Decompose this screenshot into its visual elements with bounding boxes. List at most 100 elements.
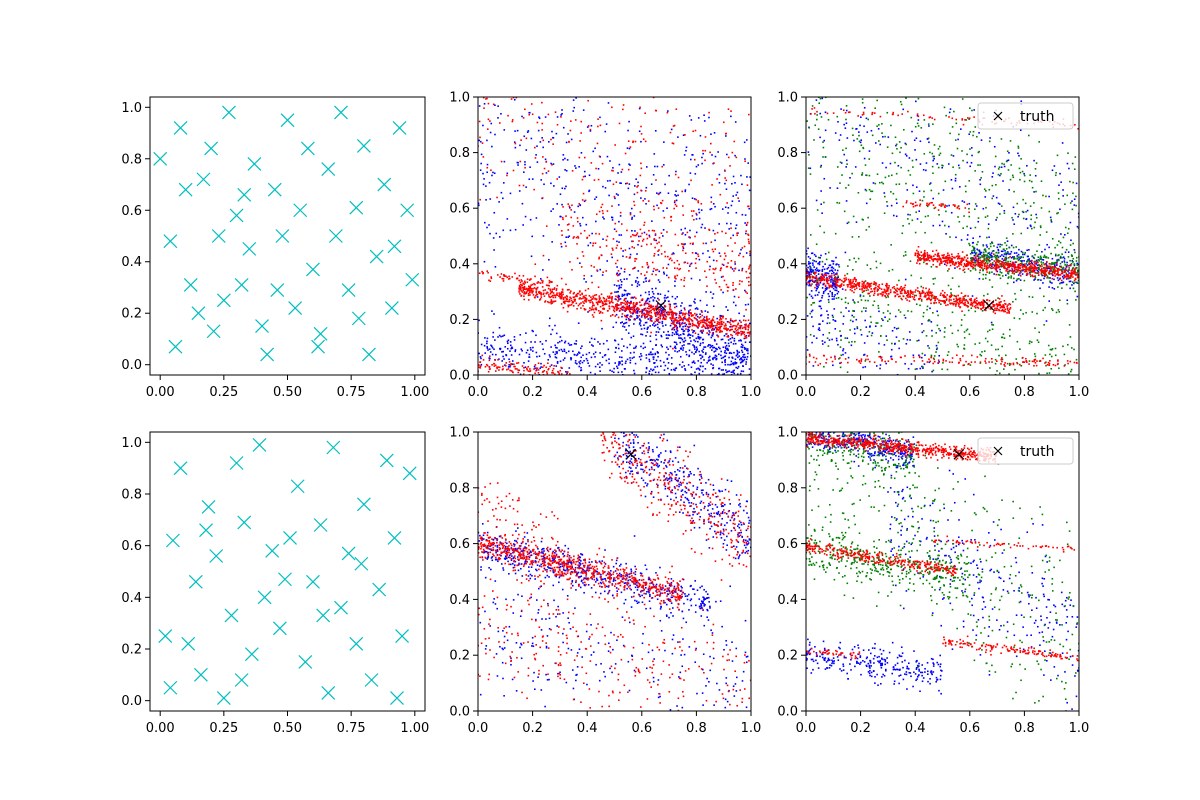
scatter-point bbox=[734, 261, 736, 263]
scatter-point bbox=[969, 364, 972, 366]
scatter-point bbox=[1012, 246, 1015, 249]
scatter-point bbox=[585, 301, 587, 303]
scatter-point bbox=[815, 267, 818, 270]
scatter-point bbox=[588, 234, 591, 237]
scatter-point bbox=[660, 307, 663, 310]
scatter-point bbox=[671, 317, 674, 320]
scatter-point bbox=[875, 365, 878, 367]
scatter-point bbox=[963, 297, 966, 300]
scatter-point bbox=[879, 335, 882, 337]
scatter-point bbox=[840, 108, 842, 110]
plot-area bbox=[806, 97, 1079, 375]
scatter-point bbox=[985, 273, 987, 276]
scatter-point bbox=[720, 322, 723, 325]
scatter-point bbox=[705, 352, 707, 354]
scatter-point bbox=[1040, 273, 1043, 276]
scatter-point bbox=[362, 347, 376, 362]
scatter-point bbox=[674, 369, 676, 372]
scatter-point bbox=[547, 113, 550, 116]
y-tick-label: 0.0 bbox=[121, 358, 142, 373]
scatter-point bbox=[1023, 174, 1026, 177]
scatter-point bbox=[732, 289, 735, 291]
scatter-point bbox=[842, 323, 845, 325]
scatter-point bbox=[556, 294, 559, 297]
scatter-point bbox=[730, 115, 732, 118]
scatter-point bbox=[632, 267, 634, 270]
scatter-point bbox=[864, 366, 867, 368]
scatter-point bbox=[655, 239, 657, 242]
scatter-point bbox=[619, 215, 622, 217]
scatter-point bbox=[544, 301, 546, 303]
scatter-point bbox=[881, 181, 883, 184]
scatter-point bbox=[1059, 208, 1061, 211]
scatter-point bbox=[847, 302, 850, 305]
scatter-point bbox=[568, 298, 571, 301]
scatter-point bbox=[242, 241, 257, 256]
scatter-point bbox=[992, 250, 995, 252]
scatter-point bbox=[555, 132, 558, 135]
scatter-point bbox=[749, 297, 751, 300]
scatter-point bbox=[832, 316, 834, 318]
scatter-point bbox=[619, 298, 622, 300]
scatter-point bbox=[500, 160, 503, 163]
scatter-point bbox=[1048, 286, 1050, 288]
scatter-point bbox=[724, 350, 726, 352]
scatter-point bbox=[535, 294, 537, 297]
scatter-point bbox=[632, 240, 634, 243]
scatter-point bbox=[721, 208, 724, 210]
scatter-point bbox=[616, 244, 619, 247]
scatter-point bbox=[678, 334, 680, 337]
scatter-point bbox=[741, 358, 743, 361]
scatter-point bbox=[812, 325, 814, 328]
scatter-point bbox=[831, 282, 834, 285]
scatter-point bbox=[1039, 287, 1041, 290]
scatter-point bbox=[819, 136, 821, 139]
scatter-point bbox=[979, 253, 982, 256]
scatter-point bbox=[1051, 263, 1054, 265]
scatter-point bbox=[869, 198, 872, 200]
scatter-point bbox=[595, 232, 597, 235]
scatter-point bbox=[667, 276, 670, 279]
scatter-point bbox=[1063, 269, 1066, 272]
scatter-point bbox=[549, 365, 551, 368]
scatter-point bbox=[905, 97, 907, 100]
scatter-point bbox=[748, 113, 750, 116]
scatter-point bbox=[616, 367, 619, 369]
scatter-point bbox=[574, 119, 577, 121]
scatter-point bbox=[748, 207, 751, 210]
scatter-point bbox=[911, 219, 914, 222]
scatter-point bbox=[697, 320, 699, 323]
scatter-point bbox=[836, 292, 839, 295]
scatter-point bbox=[932, 278, 935, 280]
scatter-point bbox=[848, 341, 850, 344]
scatter-point bbox=[519, 283, 522, 286]
scatter-point bbox=[629, 301, 632, 304]
scatter-point bbox=[1033, 269, 1036, 272]
scatter-point bbox=[631, 284, 633, 286]
scatter-point bbox=[973, 249, 975, 251]
scatter-point bbox=[629, 212, 632, 214]
scatter-point bbox=[592, 353, 595, 355]
scatter-point bbox=[551, 369, 554, 372]
scatter-point bbox=[818, 327, 821, 329]
scatter-point bbox=[745, 308, 747, 311]
scatter-point bbox=[921, 331, 924, 334]
scatter-point bbox=[690, 210, 693, 212]
scatter-point bbox=[615, 273, 618, 276]
scatter-point bbox=[699, 344, 701, 347]
scatter-point bbox=[1072, 282, 1075, 285]
scatter-point bbox=[860, 333, 863, 336]
scatter-point bbox=[584, 199, 587, 202]
scatter-point bbox=[570, 120, 572, 122]
scatter-point bbox=[927, 345, 929, 347]
scatter-point bbox=[746, 348, 749, 350]
scatter-point bbox=[868, 188, 871, 191]
scatter-point bbox=[926, 305, 929, 308]
scatter-point bbox=[598, 298, 601, 301]
scatter-point bbox=[485, 98, 487, 100]
scatter-point bbox=[684, 369, 687, 372]
scatter-point bbox=[588, 189, 591, 192]
scatter-point bbox=[728, 228, 730, 230]
scatter-point bbox=[1063, 233, 1066, 236]
scatter-point bbox=[648, 360, 651, 363]
